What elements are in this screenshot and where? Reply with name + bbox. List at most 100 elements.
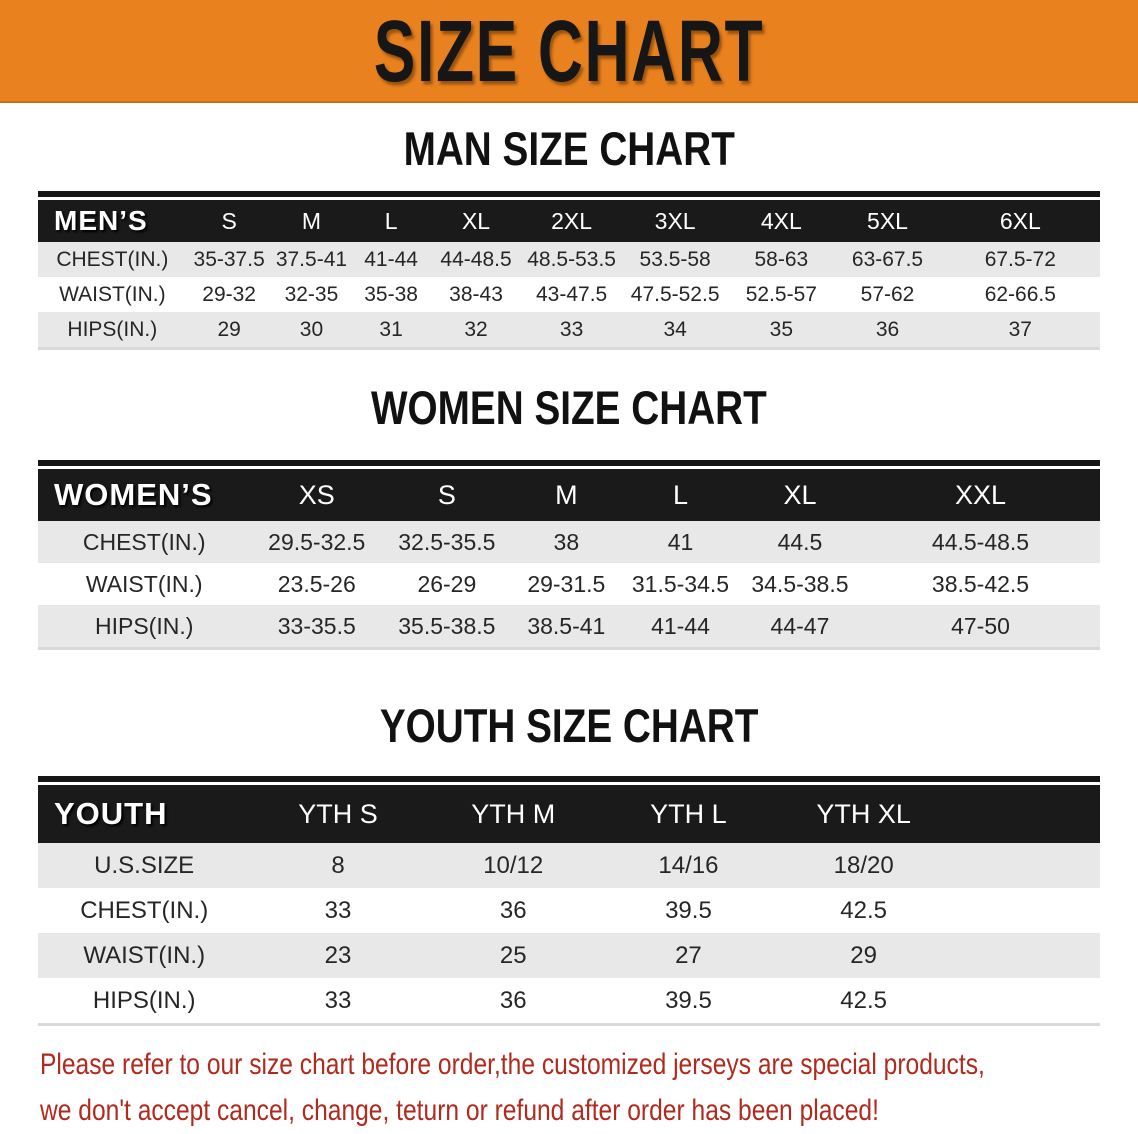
row-label: HIPS(IN.) <box>38 312 187 347</box>
column-header: XL <box>738 469 862 521</box>
table-row: WAIST(IN.) 23.5-26 26-29 29-31.5 31.5-34… <box>38 563 1100 605</box>
size-cell: 37.5-41 <box>271 242 352 277</box>
size-cell: 32-35 <box>271 277 352 312</box>
size-cell: 29.5-32.5 <box>250 521 384 563</box>
size-cell: 52.5-57 <box>728 277 835 312</box>
size-cell: 32 <box>430 312 522 347</box>
size-cell: 36 <box>834 312 941 347</box>
size-cell: 44-47 <box>738 605 862 647</box>
size-cell: 32.5-35.5 <box>383 521 511 563</box>
row-label: WAIST(IN.) <box>38 563 251 605</box>
size-cell: 29 <box>186 312 272 347</box>
size-cell: 47.5-52.5 <box>622 277 729 312</box>
column-header: 5XL <box>834 200 941 242</box>
column-header: M <box>271 200 352 242</box>
size-cell: 35-38 <box>351 277 431 312</box>
size-cell: 27 <box>600 933 777 978</box>
size-cell: 67.5-72 <box>940 242 1100 277</box>
table-row: WAIST(IN.) 23 25 27 29 <box>38 933 1100 978</box>
size-cell: 33 <box>250 888 426 933</box>
column-header: XXL <box>861 469 1100 521</box>
size-cell: 26-29 <box>383 563 511 605</box>
disclaimer-line-1: Please refer to our size chart before or… <box>40 1048 985 1081</box>
row-label: HIPS(IN.) <box>38 978 251 1023</box>
size-cell: 23.5-26 <box>250 563 384 605</box>
page-title: SIZE CHART <box>373 1 765 100</box>
cell-empty <box>951 978 1100 1023</box>
table-row: U.S.SIZE 8 10/12 14/16 18/20 <box>38 843 1100 888</box>
size-cell: 42.5 <box>776 978 952 1023</box>
men-section-heading: MAN SIZE CHART <box>403 123 735 176</box>
women-size-table: WOMEN’S XS S M L XL XXL CHEST(IN.) 29.5-… <box>38 460 1100 650</box>
row-label: CHEST(IN.) <box>38 242 187 277</box>
section-men: MAN SIZE CHART MEN’S S M L XL 2XL 3XL <box>0 123 1138 350</box>
size-cell: 18/20 <box>776 843 952 888</box>
size-cell: 48.5-53.5 <box>521 242 623 277</box>
size-cell: 14/16 <box>600 843 777 888</box>
men-header-row: MEN’S S M L XL 2XL 3XL 4XL 5XL 6XL <box>38 200 1100 242</box>
column-header: XL <box>430 200 522 242</box>
size-cell: 62-66.5 <box>940 277 1100 312</box>
size-cell: 47-50 <box>861 605 1100 647</box>
size-cell: 36 <box>425 888 601 933</box>
size-cell: 33 <box>250 978 426 1023</box>
size-cell: 36 <box>425 978 601 1023</box>
section-youth: YOUTH SIZE CHART YOUTH YTH S YTH M YTH L… <box>0 700 1138 1026</box>
size-cell: 63-67.5 <box>834 242 941 277</box>
column-header: S <box>383 469 511 521</box>
size-cell: 35 <box>728 312 835 347</box>
section-women: WOMEN SIZE CHART WOMEN’S XS S M L XL XXL <box>0 384 1138 650</box>
size-cell: 37 <box>940 312 1100 347</box>
column-header: M <box>510 469 623 521</box>
table-row: HIPS(IN.) 33 36 39.5 42.5 <box>38 978 1100 1023</box>
disclaimer: Please refer to our size chart before or… <box>40 1042 1138 1134</box>
youth-header-row: YOUTH YTH S YTH M YTH L YTH XL <box>38 785 1100 843</box>
column-header: YTH L <box>600 785 777 843</box>
size-cell: 39.5 <box>600 978 777 1023</box>
size-cell: 38.5-41 <box>510 605 623 647</box>
men-size-table: MEN’S S M L XL 2XL 3XL 4XL 5XL 6XL CHEST <box>38 191 1100 350</box>
table-row: CHEST(IN.) 33 36 39.5 42.5 <box>38 888 1100 933</box>
youth-section-heading: YOUTH SIZE CHART <box>379 700 759 753</box>
size-cell: 41-44 <box>622 605 739 647</box>
table-row: HIPS(IN.) 29 30 31 32 33 34 35 36 37 <box>38 312 1100 347</box>
table-row: WAIST(IN.) 29-32 32-35 35-38 38-43 43-47… <box>38 277 1100 312</box>
row-label: CHEST(IN.) <box>38 888 251 933</box>
column-header: 3XL <box>622 200 729 242</box>
column-header: YTH S <box>250 785 426 843</box>
size-cell: 29 <box>776 933 952 978</box>
cell-empty <box>951 888 1100 933</box>
size-cell: 58-63 <box>728 242 835 277</box>
size-cell: 10/12 <box>425 843 601 888</box>
size-cell: 8 <box>250 843 426 888</box>
men-table-label: MEN’S <box>38 200 187 242</box>
size-cell: 30 <box>271 312 352 347</box>
disclaimer-line-2: we don't accept cancel, change, teturn o… <box>40 1094 879 1127</box>
size-cell: 44-48.5 <box>430 242 522 277</box>
cell-empty <box>951 843 1100 888</box>
women-header-row: WOMEN’S XS S M L XL XXL <box>38 469 1100 521</box>
youth-table-label: YOUTH <box>38 785 251 843</box>
row-label: HIPS(IN.) <box>38 605 251 647</box>
column-header: 6XL <box>940 200 1100 242</box>
table-row: HIPS(IN.) 33-35.5 35.5-38.5 38.5-41 41-4… <box>38 605 1100 647</box>
column-header: XS <box>250 469 384 521</box>
column-header: 4XL <box>728 200 835 242</box>
size-cell: 31 <box>351 312 431 347</box>
size-cell: 41 <box>622 521 739 563</box>
size-cell: 39.5 <box>600 888 777 933</box>
size-cell: 29-32 <box>186 277 272 312</box>
size-cell: 29-31.5 <box>510 563 623 605</box>
size-cell: 33 <box>521 312 623 347</box>
size-cell: 23 <box>250 933 426 978</box>
row-label: U.S.SIZE <box>38 843 251 888</box>
size-cell: 41-44 <box>351 242 431 277</box>
column-header: S <box>186 200 272 242</box>
column-header: 2XL <box>521 200 623 242</box>
size-cell: 34 <box>622 312 729 347</box>
size-cell: 53.5-58 <box>622 242 729 277</box>
column-header: L <box>351 200 431 242</box>
size-cell: 38.5-42.5 <box>861 563 1100 605</box>
size-cell: 35.5-38.5 <box>383 605 511 647</box>
